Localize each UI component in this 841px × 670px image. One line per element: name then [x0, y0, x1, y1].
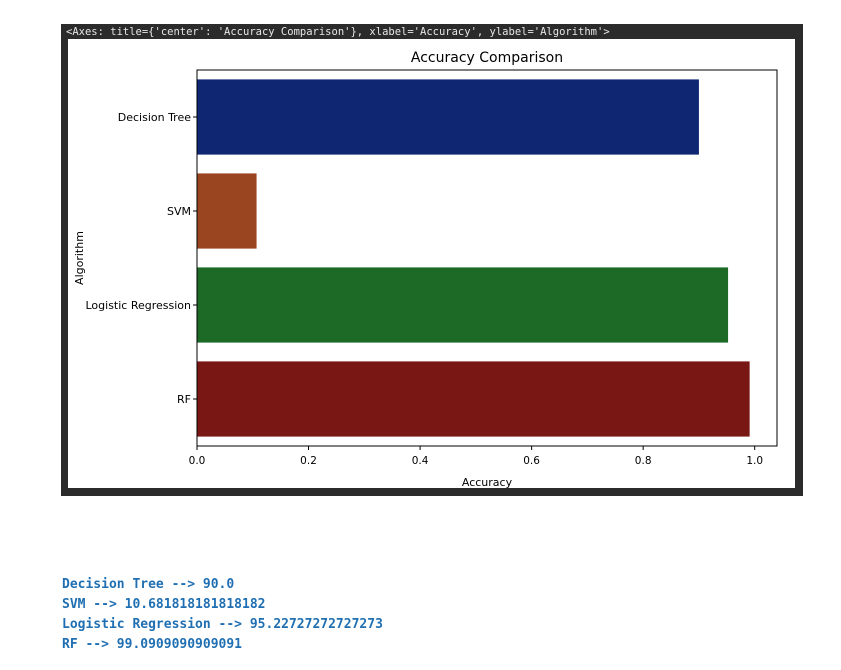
print-line-rf: RF --> 99.0909090909091 [62, 637, 243, 652]
axes-frame [196, 69, 778, 447]
x-tick-label: 0.2 [300, 455, 317, 467]
x-tick-label: 0.4 [412, 455, 429, 467]
y-tick-label-logistic-regression: Logistic Regression [85, 299, 191, 312]
print-line-logistic-regression: Logistic Regression --> 95.2272727272727… [62, 617, 383, 632]
accuracy-chart: Decision Tree SVM Logistic Regression RF 0.0… [73, 50, 778, 488]
chart-title: Accuracy Comparison [411, 50, 563, 66]
bar-logistic-regression [197, 267, 729, 343]
x-tick-label: 0.8 [635, 455, 652, 467]
chart-image: Decision Tree SVM Logistic Regression RF 0.0… [68, 39, 795, 488]
y-axis-label: Algorithm [73, 231, 86, 285]
x-tick-label: 0.6 [523, 455, 540, 467]
x-axis-label: Accuracy [462, 476, 513, 488]
print-line-decision-tree: Decision Tree --> 90.0 [62, 577, 235, 592]
cell-output-frame: <Axes: title={'center': 'Accuracy Compar… [61, 24, 803, 496]
bar-decision-tree [197, 79, 699, 155]
x-tick-label: 0.0 [189, 455, 206, 467]
print-output: Decision Tree --> 90.0 SVM --> 10.681818… [62, 575, 383, 655]
bar-rf [197, 361, 750, 437]
bar-svm [197, 173, 257, 249]
x-tick-label: 1.0 [746, 455, 763, 467]
axes-repr-text: <Axes: title={'center': 'Accuracy Compar… [66, 26, 610, 38]
y-tick-label-svm: SVM [167, 205, 191, 218]
y-tick-label-rf: RF [177, 393, 191, 406]
print-line-svm: SVM --> 10.681818181818182 [62, 597, 266, 612]
y-tick-label-decision-tree: Decision Tree [118, 111, 191, 124]
